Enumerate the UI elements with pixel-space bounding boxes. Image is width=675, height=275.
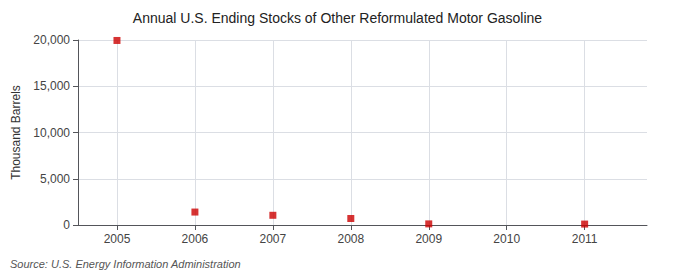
svg-text:2010: 2010 [493,232,520,246]
svg-text:2008: 2008 [337,232,364,246]
svg-text:2006: 2006 [182,232,209,246]
svg-text:10,000: 10,000 [33,126,70,140]
svg-text:2011: 2011 [572,232,598,246]
svg-text:Source: U.S. Energy Informatio: Source: U.S. Energy Information Administ… [10,258,241,270]
svg-text:0: 0 [63,218,70,232]
svg-text:15,000: 15,000 [33,79,70,93]
svg-text:Annual U.S. Ending Stocks of O: Annual U.S. Ending Stocks of Other Refor… [133,10,543,26]
svg-text:2009: 2009 [415,232,442,246]
svg-text:Thousand Barrels: Thousand Barrels [9,85,23,180]
svg-text:5,000: 5,000 [40,172,70,186]
svg-text:2005: 2005 [104,232,131,246]
svg-text:20,000: 20,000 [33,33,70,47]
svg-text:2007: 2007 [260,232,287,246]
